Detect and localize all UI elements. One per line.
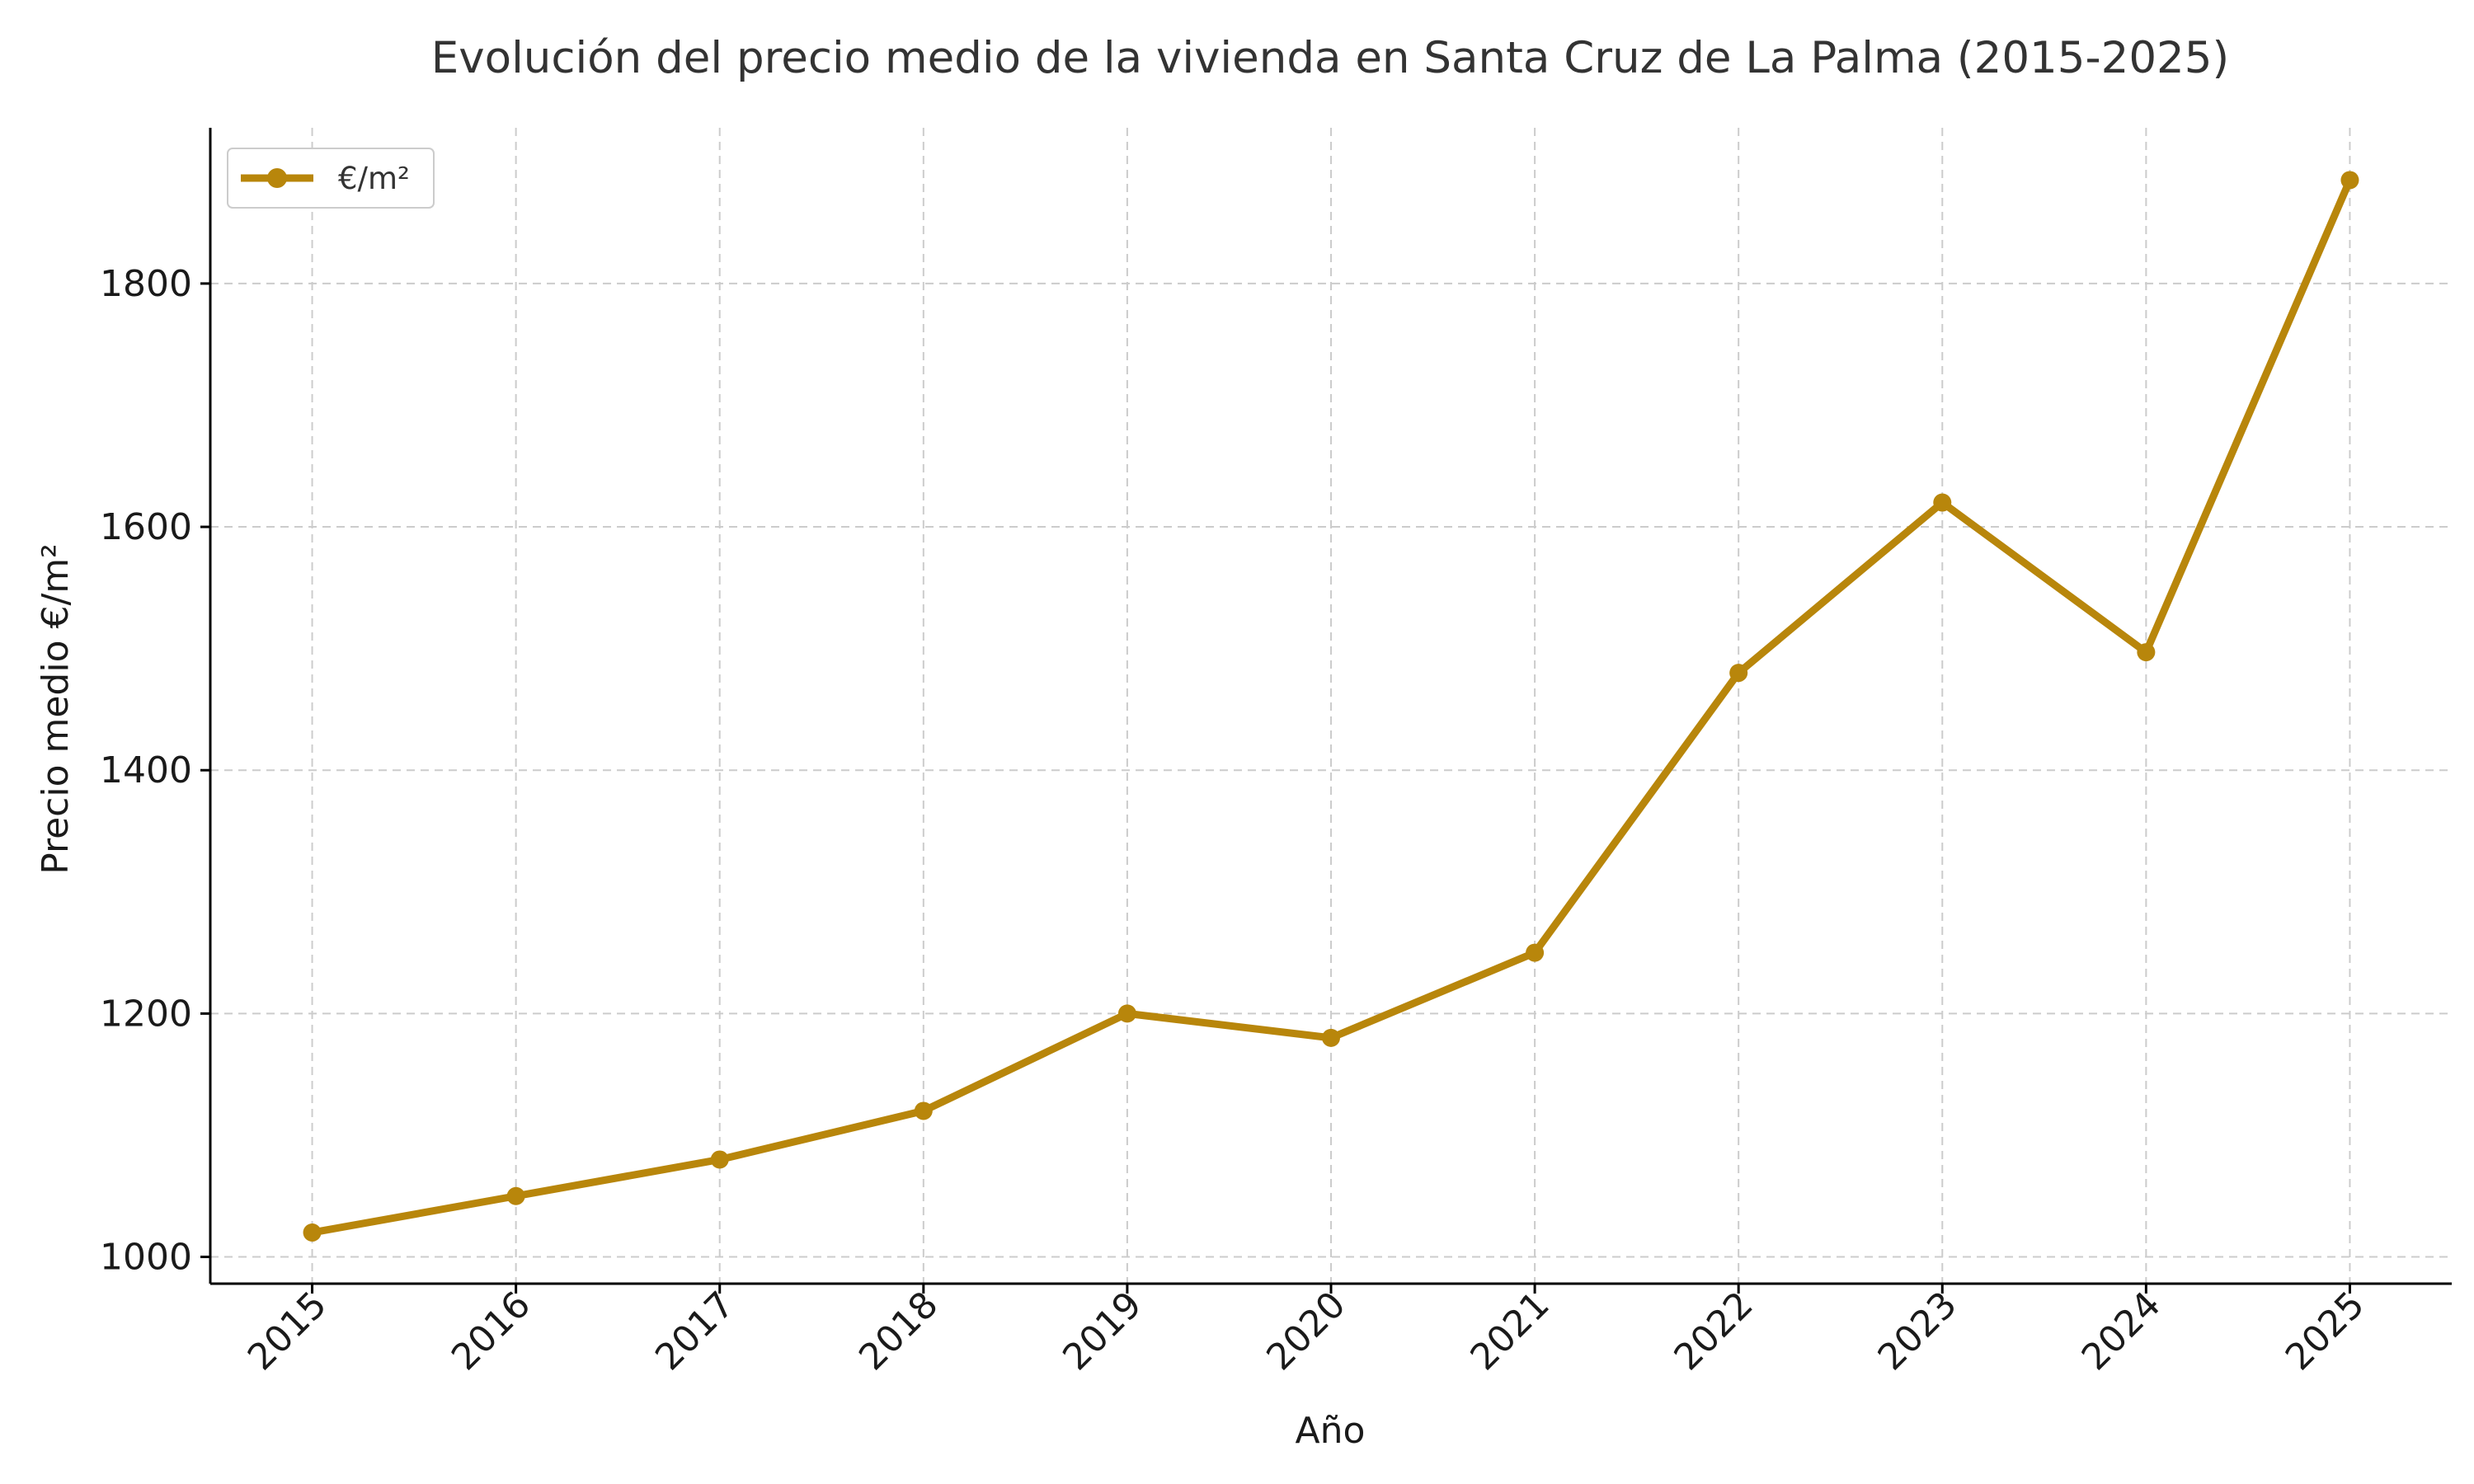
data-point [914, 1101, 933, 1120]
legend-marker-swatch [267, 168, 287, 188]
y-axis-label: Precio medio €/m² [35, 543, 77, 875]
y-tick-label: 1000 [100, 1237, 192, 1279]
y-tick-label: 1800 [100, 263, 192, 305]
x-tick-label: 2024 [2074, 1284, 2169, 1378]
x-tick-label: 2021 [1462, 1284, 1557, 1378]
legend: €/m² [227, 148, 435, 209]
data-point [1117, 1004, 1136, 1023]
x-tick-label: 2023 [1870, 1284, 1965, 1378]
data-point [1322, 1028, 1340, 1047]
x-axis-label: Año [1296, 1410, 1366, 1452]
data-point [1526, 943, 1545, 962]
x-axis-ticks: 2015 2016 2017 2018 2019 2020 2021 2022 2023 2024… [240, 1284, 2373, 1378]
data-point [2340, 171, 2359, 190]
chart-title: Evolución del precio medio de la viviend… [431, 33, 2229, 83]
y-axis-ticks: 1000 1200 1400 1600 1800 [100, 263, 210, 1279]
legend-box [227, 148, 435, 209]
x-tick-label: 2020 [1258, 1284, 1353, 1378]
x-tick-label: 2015 [240, 1284, 335, 1378]
x-tick-label: 2025 [2278, 1284, 2373, 1378]
y-tick-label: 1600 [100, 506, 192, 548]
data-point [303, 1223, 322, 1242]
series-layer [303, 171, 2359, 1242]
data-point [506, 1186, 525, 1205]
x-tick-label: 2017 [647, 1284, 742, 1378]
data-point [2137, 643, 2156, 662]
legend-label: €/m² [338, 161, 410, 196]
y-tick-label: 1200 [100, 993, 192, 1035]
x-tick-label: 2019 [1055, 1284, 1150, 1378]
data-point [710, 1150, 729, 1169]
x-tick-label: 2018 [851, 1284, 946, 1378]
data-point [1729, 664, 1748, 683]
x-tick-label: 2022 [1667, 1284, 1761, 1378]
data-point [1933, 493, 1952, 512]
grid [210, 128, 2452, 1284]
x-tick-label: 2016 [444, 1284, 539, 1378]
y-tick-label: 1400 [100, 749, 192, 791]
